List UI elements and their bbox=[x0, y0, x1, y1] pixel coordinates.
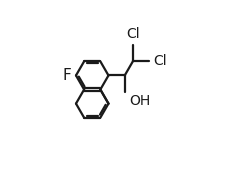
Text: F: F bbox=[63, 68, 71, 83]
Text: Cl: Cl bbox=[126, 28, 140, 41]
Text: OH: OH bbox=[129, 94, 150, 108]
Text: Cl: Cl bbox=[153, 54, 166, 68]
